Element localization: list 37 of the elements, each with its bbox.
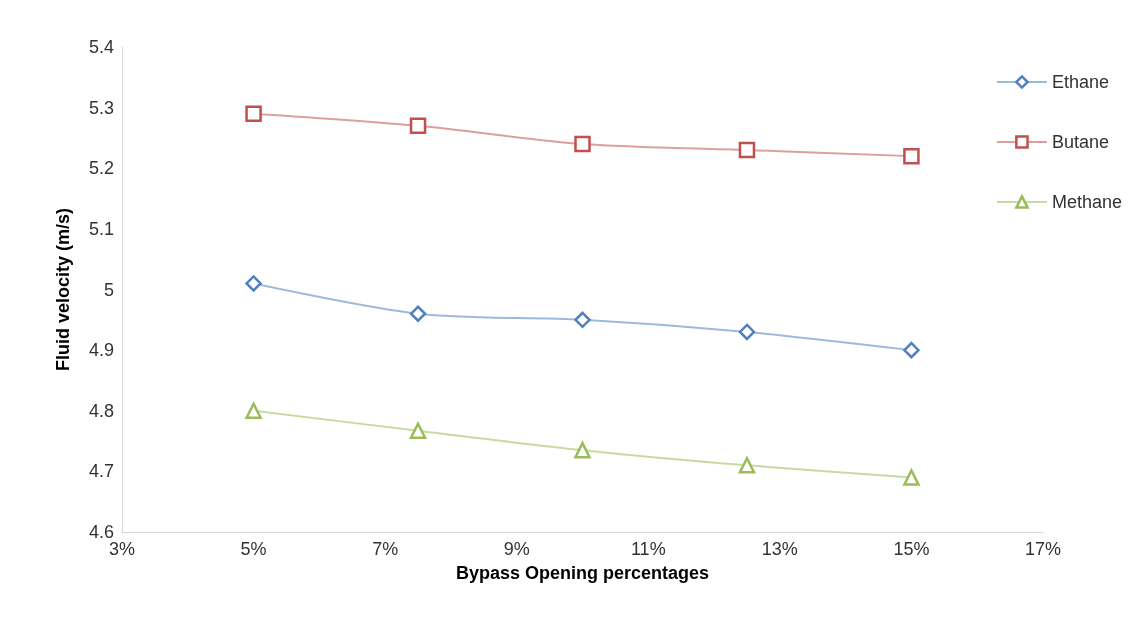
y-tick-label: 4.9: [88, 340, 114, 361]
x-tick-label: 3%: [108, 539, 136, 559]
point: [903, 341, 920, 359]
y-tick-label: 4.6: [88, 522, 114, 542]
point: [574, 135, 591, 153]
point: [409, 117, 427, 135]
legend-label: Methane: [1051, 192, 1123, 212]
point: [574, 311, 591, 329]
point: [245, 275, 262, 292]
x-tick-label: 17%: [1024, 539, 1062, 559]
point: [245, 105, 262, 122]
x-tick-label: 13%: [761, 539, 798, 559]
point: [409, 305, 427, 322]
point: [903, 147, 920, 165]
y-tick-label: 5.3: [88, 97, 114, 118]
point: [738, 141, 756, 159]
x-tick-label: 5%: [240, 539, 267, 559]
x-tick-label: 7%: [372, 539, 399, 559]
y-axis-title: Fluid velocity (m/s): [53, 207, 73, 372]
x-tick-label: 15%: [893, 539, 930, 559]
legend-label: Ethane: [1051, 72, 1110, 92]
y-tick-label: 5: [103, 279, 114, 300]
x-tick-label: 11%: [630, 539, 666, 559]
point: [409, 422, 427, 440]
y-tick-label: 5.2: [88, 158, 114, 179]
point: [738, 457, 756, 474]
point: [574, 441, 591, 459]
point: [245, 402, 262, 419]
x-axis-title: Bypass Opening percentages: [455, 563, 710, 583]
point: [903, 469, 920, 486]
legend-label: Butane: [1051, 132, 1110, 152]
y-tick-label: 4.7: [88, 461, 114, 482]
point: [738, 323, 756, 341]
y-tick-label: 4.8: [88, 400, 114, 421]
x-tick-label: 9%: [503, 539, 530, 559]
y-tick-label: 5.1: [88, 218, 114, 239]
y-tick-label: 5.4: [88, 37, 114, 57]
